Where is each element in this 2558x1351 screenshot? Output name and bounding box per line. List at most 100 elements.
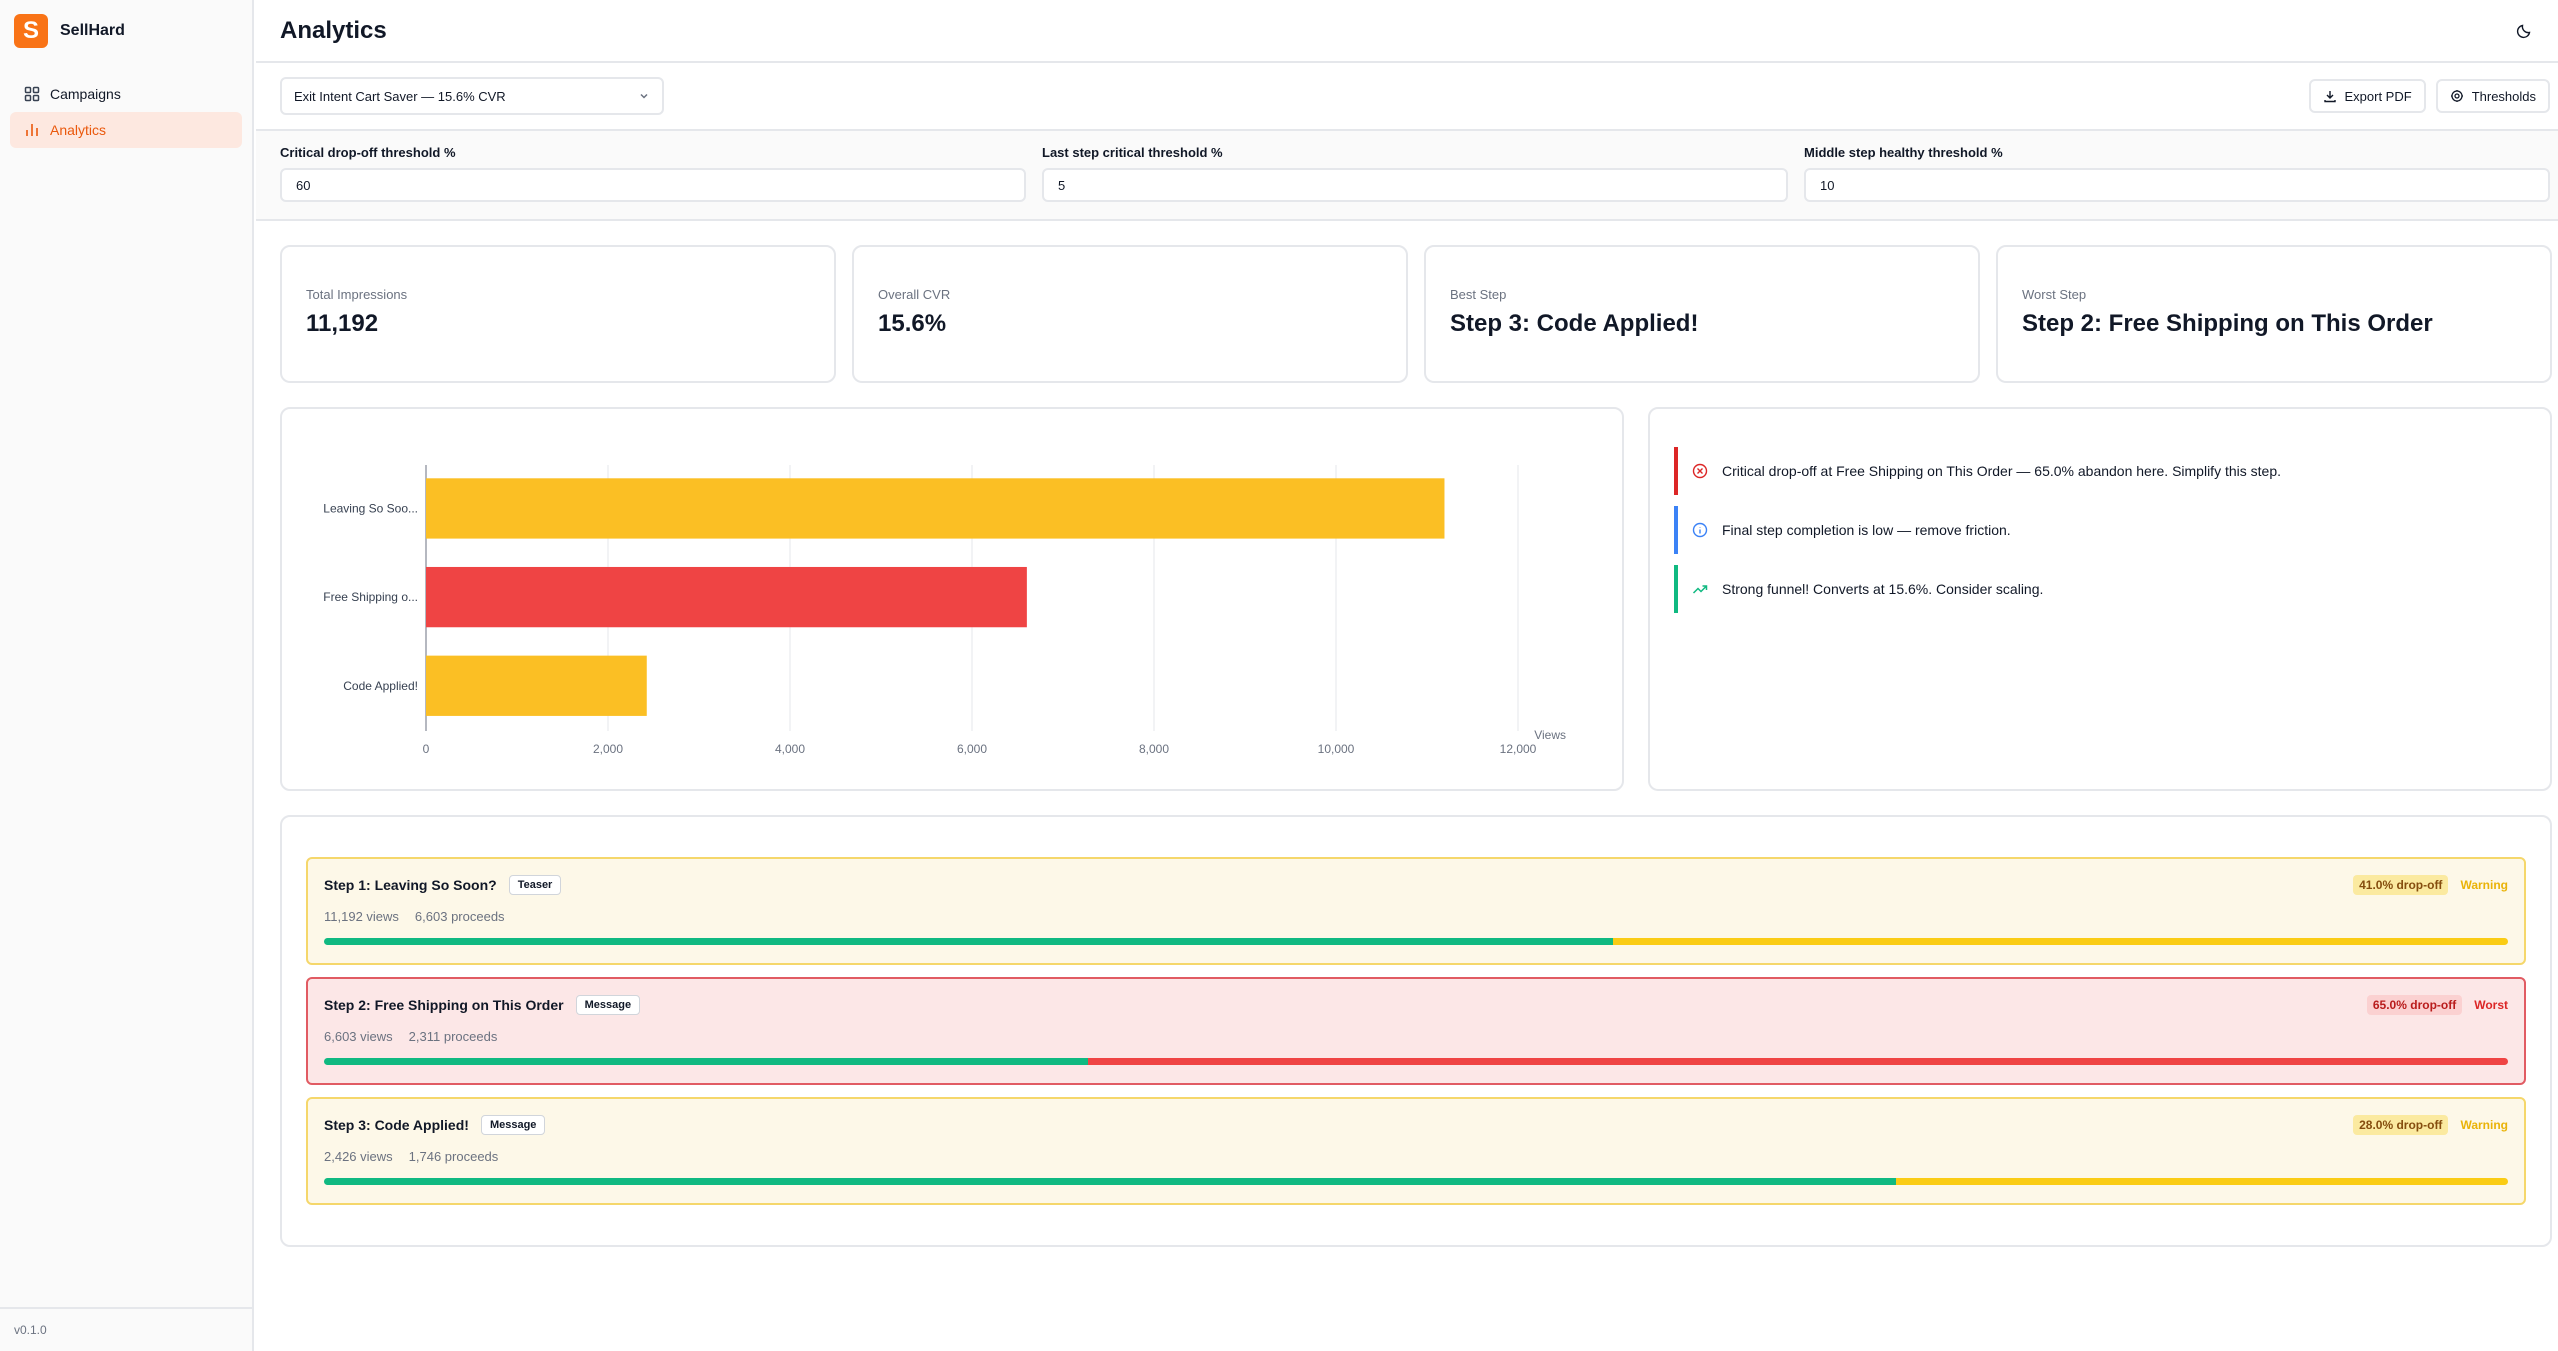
chart-x-tick-label: 4,000 xyxy=(775,742,805,756)
chart-x-tick-label: 10,000 xyxy=(1318,742,1355,756)
grid-icon xyxy=(24,86,40,102)
step-views: 2,426 views xyxy=(324,1149,393,1164)
proceed-fill xyxy=(324,938,1613,945)
step-status: 41.0% drop-off Warning xyxy=(2353,875,2508,895)
field-label: Critical drop-off threshold % xyxy=(280,145,456,160)
chart-category-label: Leaving So Soo... xyxy=(323,501,418,515)
step-meta: 11,192 views 6,603 proceeds xyxy=(324,909,2508,924)
sidebar-item-campaigns[interactable]: Campaigns xyxy=(10,76,242,112)
brand[interactable]: S SellHard xyxy=(14,14,125,48)
middle-step-healthy-field: Middle step healthy threshold % xyxy=(1804,145,2550,219)
step-row-3[interactable]: Step 3: Code Applied! Message 28.0% drop… xyxy=(306,1097,2526,1205)
step-title-text: Step 3: Code Applied! xyxy=(324,1117,469,1133)
kpi-value: Step 2: Free Shipping on This Order xyxy=(2022,310,2433,337)
kpi-value: Step 3: Code Applied! xyxy=(1450,310,1699,337)
campaign-select[interactable]: Exit Intent Cart Saver — 15.6% CVR xyxy=(280,77,664,115)
step-row-2[interactable]: Step 2: Free Shipping on This Order Mess… xyxy=(306,977,2526,1085)
insight-critical: Critical drop-off at Free Shipping on Th… xyxy=(1674,447,2526,495)
step-progress-bar xyxy=(324,1058,2508,1065)
step-proceeds: 2,311 proceeds xyxy=(408,1029,498,1044)
step-header: Step 1: Leaving So Soon? Teaser 41.0% dr… xyxy=(324,875,2508,895)
step-title: Step 2: Free Shipping on This Order Mess… xyxy=(324,995,641,1015)
sidebar-divider xyxy=(0,1307,254,1309)
sidebar: S SellHard Campaigns Analytics v0.1.0 xyxy=(0,0,254,1351)
chart-bar xyxy=(426,478,1445,539)
download-icon xyxy=(2323,91,2336,103)
insight-text: Final step completion is low — remove fr… xyxy=(1722,522,2011,538)
kpi-label: Best Step xyxy=(1450,287,1507,302)
kpi-value: 15.6% xyxy=(878,310,947,337)
sidebar-item-label: Campaigns xyxy=(50,86,121,102)
kpi-label: Overall CVR xyxy=(878,287,951,302)
info-icon xyxy=(1692,522,1708,538)
kpi-value: 11,192 xyxy=(306,310,379,337)
dropoff-badge: 41.0% drop-off xyxy=(2353,875,2449,895)
sidebar-item-analytics[interactable]: Analytics xyxy=(10,112,242,148)
analytics-content: Total Impressions 11,192 Overall CVR 15.… xyxy=(256,221,2558,1247)
x-circle-icon xyxy=(1692,463,1708,479)
sidebar-nav: Campaigns Analytics xyxy=(10,76,242,148)
kpi-card-overall-cvr: Overall CVR 15.6% xyxy=(852,245,1408,383)
export-pdf-label: Export PDF xyxy=(2344,88,2412,104)
chart-x-axis-label: Views xyxy=(1534,728,1566,742)
chart-x-tick-label: 12,000 xyxy=(1500,742,1537,756)
insight-text: Strong funnel! Converts at 15.6%. Consid… xyxy=(1722,581,2044,597)
step-meta: 2,426 views 1,746 proceeds xyxy=(324,1149,2508,1164)
critical-dropoff-input[interactable] xyxy=(280,168,1026,202)
thresholds-panel: Critical drop-off threshold % Last step … xyxy=(256,131,2558,221)
step-views: 6,603 views xyxy=(324,1029,393,1044)
insight-info: Final step completion is low — remove fr… xyxy=(1674,506,2526,554)
insight-success: Strong funnel! Converts at 15.6%. Consid… xyxy=(1674,565,2526,613)
step-title-text: Step 1: Leaving So Soon? xyxy=(324,877,497,893)
thresholds-label: Thresholds xyxy=(2471,88,2536,104)
dropoff-fill xyxy=(1088,1058,2508,1065)
app-version: v0.1.0 xyxy=(14,1323,47,1337)
step-status: 65.0% drop-off Worst xyxy=(2366,995,2508,1015)
funnel-chart-card: 0 2,000 4,000 6,000 8,000 10,000 12,000 Leaving… xyxy=(280,407,1624,791)
topbar: Analytics xyxy=(256,0,2558,63)
kpi-card-total-impressions: Total Impressions 11,192 xyxy=(280,245,836,383)
kpi-card-worst-step: Worst Step Step 2: Free Shipping on This… xyxy=(1996,245,2552,383)
last-step-critical-input[interactable] xyxy=(1042,168,1788,202)
field-label: Last step critical threshold % xyxy=(1042,145,1223,160)
proceed-fill xyxy=(324,1058,1089,1065)
chart-x-tick-label: 2,000 xyxy=(593,742,623,756)
moon-icon xyxy=(2516,24,2531,38)
kpi-card-best-step: Best Step Step 3: Code Applied! xyxy=(1424,245,1980,383)
step-title: Step 1: Leaving So Soon? Teaser xyxy=(324,875,562,895)
step-type-tag: Teaser xyxy=(508,875,562,895)
step-views: 11,192 views xyxy=(324,909,399,924)
middle-step-healthy-input[interactable] xyxy=(1804,168,2550,202)
chevron-down-icon xyxy=(640,93,648,99)
step-header: Step 3: Code Applied! Message 28.0% drop… xyxy=(324,1115,2508,1135)
bar-chart-icon xyxy=(26,124,38,136)
controls-bar: Exit Intent Cart Saver — 15.6% CVR Expor… xyxy=(256,63,2558,131)
thresholds-button[interactable]: Thresholds xyxy=(2435,79,2550,113)
step-progress-bar xyxy=(324,938,2508,945)
export-pdf-button[interactable]: Export PDF xyxy=(2308,79,2426,113)
sidebar-item-label: Analytics xyxy=(50,122,107,138)
step-type-tag: Message xyxy=(575,995,641,1015)
step-header: Step 2: Free Shipping on This Order Mess… xyxy=(324,995,2508,1015)
chart-insights-row: 0 2,000 4,000 6,000 8,000 10,000 12,000 Leaving… xyxy=(280,407,2552,791)
step-type-tag: Message xyxy=(480,1115,546,1135)
brand-logo-letter: S xyxy=(22,17,39,44)
step-meta: 6,603 views 2,311 proceeds xyxy=(324,1029,2508,1044)
step-progress-bar xyxy=(324,1178,2508,1185)
status-label: Warning xyxy=(2460,878,2508,892)
gear-icon xyxy=(2450,90,2463,102)
trending-up-icon xyxy=(1692,585,1708,594)
field-label: Middle step healthy threshold % xyxy=(1804,145,2003,160)
status-label: Warning xyxy=(2460,1118,2508,1132)
step-row-1[interactable]: Step 1: Leaving So Soon? Teaser 41.0% dr… xyxy=(306,857,2526,965)
proceed-fill xyxy=(324,1178,1897,1185)
main-content: Analytics Exit Intent Cart Saver — 15.6%… xyxy=(256,0,2558,1351)
page-title: Analytics xyxy=(280,16,387,44)
funnel-bar-chart: 0 2,000 4,000 6,000 8,000 10,000 12,000 Leaving… xyxy=(323,465,1566,756)
chart-category-label: Code Applied! xyxy=(343,679,418,693)
dropoff-fill xyxy=(1612,938,2508,945)
step-title-text: Step 2: Free Shipping on This Order xyxy=(324,997,564,1013)
theme-toggle-button[interactable] xyxy=(2512,19,2536,43)
critical-dropoff-field: Critical drop-off threshold % xyxy=(280,145,1026,219)
chart-x-tick-label: 0 xyxy=(423,742,430,756)
